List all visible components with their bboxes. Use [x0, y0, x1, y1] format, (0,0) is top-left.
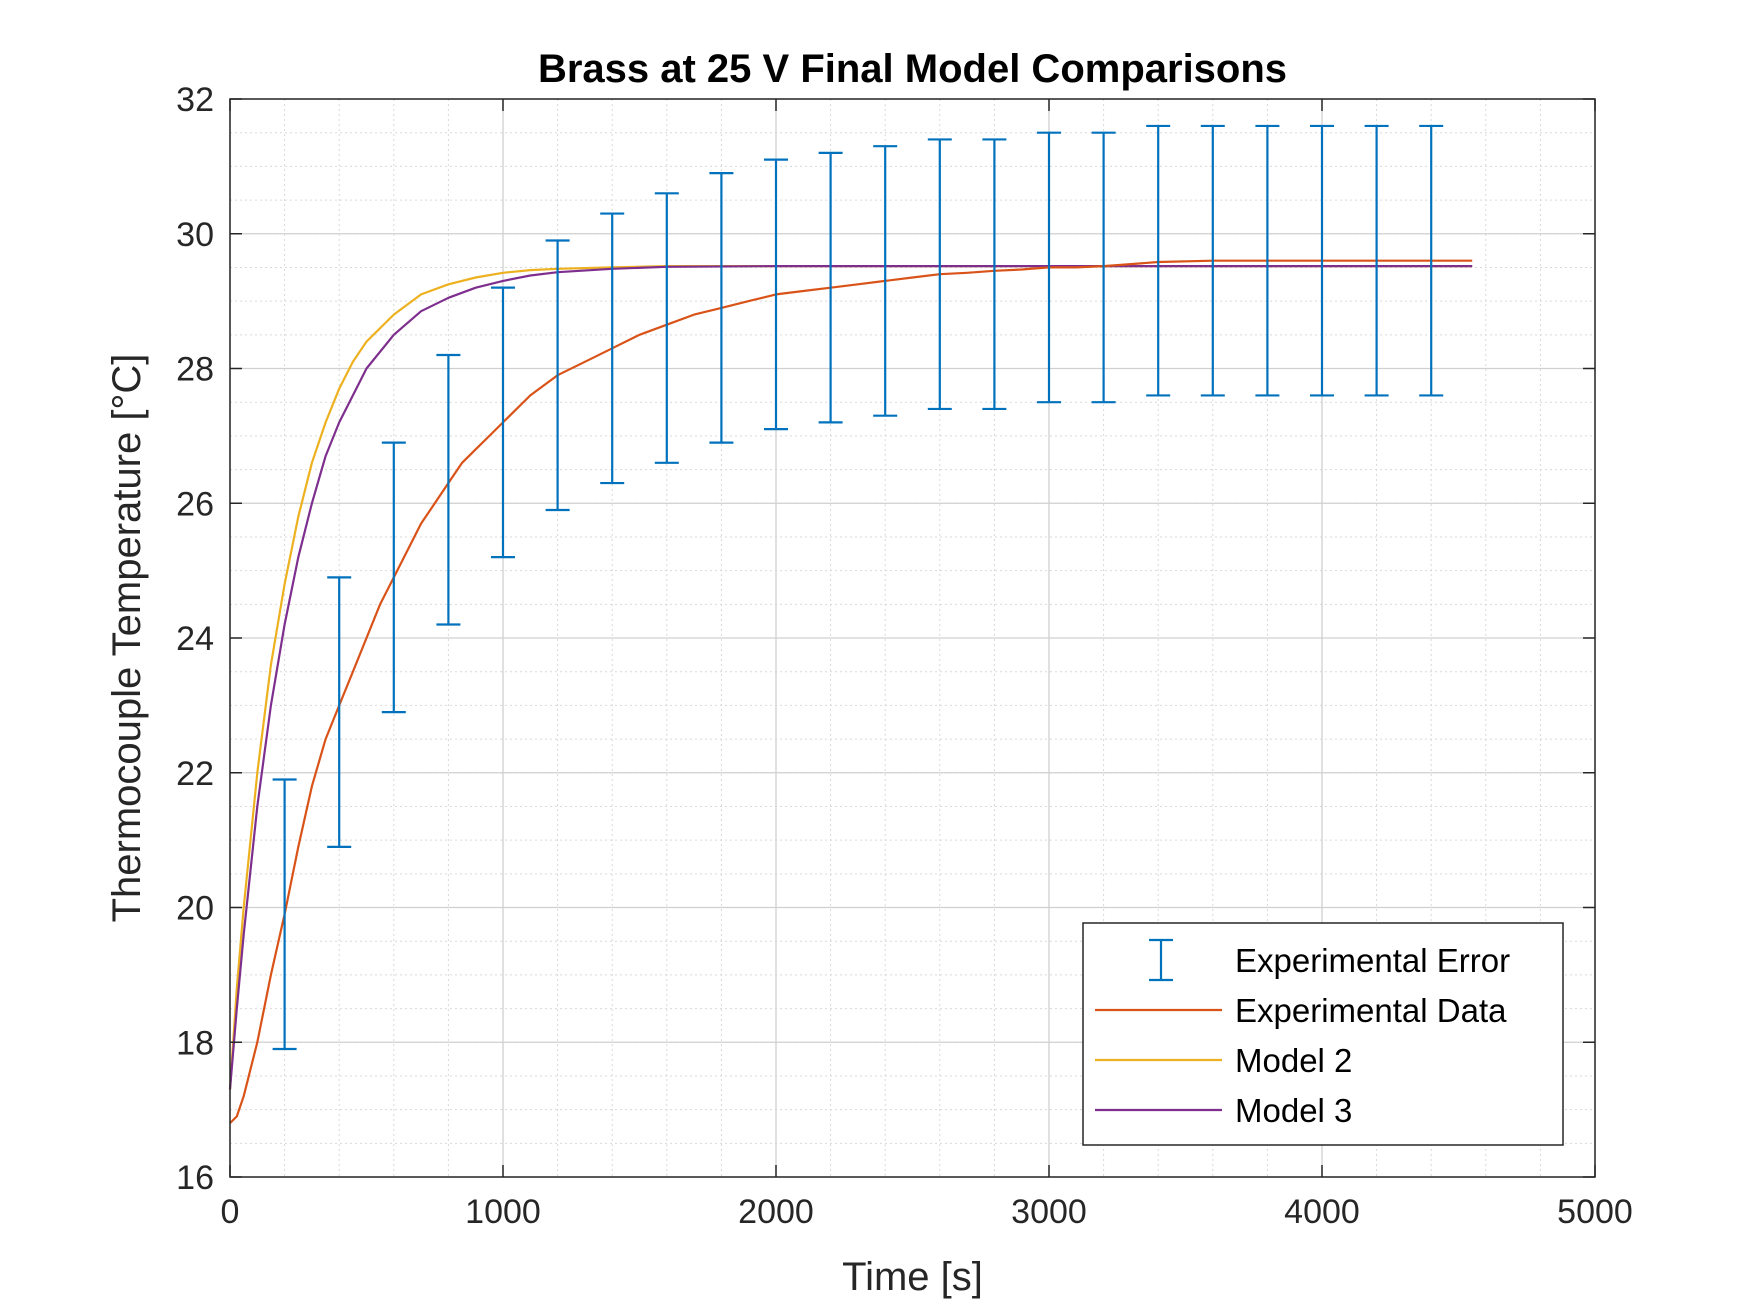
- series-layer: [228, 124, 1473, 1124]
- error-bar: [1091, 131, 1116, 404]
- error-bar: [1037, 131, 1061, 404]
- error-bar: [873, 145, 898, 417]
- error-bar: [818, 151, 843, 424]
- series-experimental-error: [272, 124, 1444, 1051]
- error-bar: [545, 239, 570, 512]
- y-axis-label: Thermocouple Temperature [°C]: [105, 354, 149, 923]
- y-tick-label: 26: [176, 485, 214, 523]
- y-tick-label: 30: [176, 216, 214, 254]
- legend-label: Experimental Error: [1235, 942, 1510, 979]
- x-tick-label: 0: [221, 1193, 240, 1231]
- error-bar: [1419, 124, 1444, 397]
- error-bar: [491, 286, 515, 559]
- error-bar: [327, 576, 352, 848]
- error-bar: [654, 192, 679, 464]
- error-bar: [1255, 124, 1280, 397]
- error-bar: [600, 212, 625, 485]
- y-tick-label: 24: [176, 620, 214, 658]
- error-bar: [436, 353, 461, 626]
- y-tick-label: 16: [176, 1159, 214, 1197]
- legend-label: Model 2: [1235, 1042, 1352, 1079]
- error-bar: [1200, 124, 1225, 397]
- series-model-3-line: [228, 265, 1473, 1090]
- error-bar: [1364, 124, 1389, 397]
- series-experimental-data-line: [229, 259, 1473, 1124]
- legend-box: [1082, 922, 1564, 1146]
- error-bar: [381, 441, 406, 714]
- error-bar: [764, 158, 788, 431]
- x-tick-label: 3000: [1011, 1193, 1087, 1231]
- legend-label: Model 3: [1235, 1092, 1352, 1129]
- chart-title: Brass at 25 V Final Model Comparisons: [538, 47, 1287, 91]
- legend-label: Experimental Data: [1235, 992, 1507, 1029]
- legend: Experimental Error Experimental Data Model…: [1082, 922, 1564, 1146]
- legend-item: Experimental Error: [1149, 938, 1510, 982]
- y-tick-label: 32: [176, 81, 214, 119]
- legend-item: Model 3: [1095, 1092, 1352, 1129]
- tick-labels: 0 1000 2000 3000 4000 5000 16 18 20 22 24 26 28 30 32: [176, 81, 1633, 1231]
- error-bar: [709, 172, 734, 444]
- error-bar: [982, 138, 1007, 411]
- x-tick-label: 1000: [465, 1193, 541, 1231]
- y-tick-label: 22: [176, 755, 214, 793]
- error-bar: [272, 778, 297, 1051]
- x-tick-label: 5000: [1557, 1193, 1633, 1231]
- x-axis-label: Time [s]: [842, 1255, 983, 1299]
- error-bar: [1146, 124, 1171, 397]
- x-tick-label: 4000: [1284, 1193, 1360, 1231]
- legend-item: Experimental Data: [1095, 992, 1507, 1029]
- axis-ticks: [229, 98, 1596, 1178]
- y-tick-label: 18: [176, 1024, 214, 1062]
- error-bar: [1310, 124, 1334, 397]
- legend-item: Model 2: [1095, 1042, 1352, 1079]
- x-tick-label: 2000: [738, 1193, 814, 1231]
- error-bar: [927, 138, 952, 411]
- y-tick-label: 20: [176, 890, 214, 928]
- y-tick-label: 28: [176, 351, 214, 389]
